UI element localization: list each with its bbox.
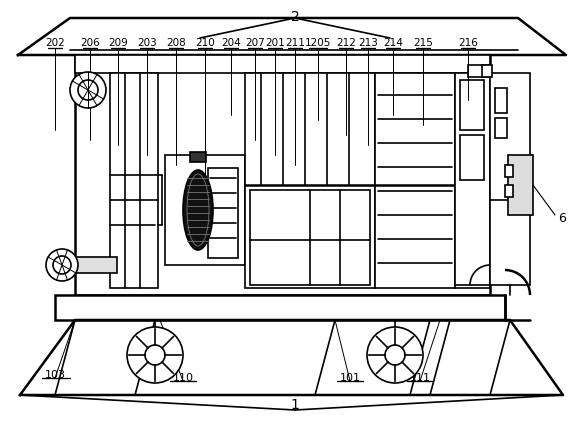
Bar xyxy=(490,73,530,203)
Text: 212: 212 xyxy=(336,38,356,48)
Bar xyxy=(208,168,238,258)
Bar xyxy=(460,80,484,130)
Text: 6: 6 xyxy=(558,211,566,224)
Bar xyxy=(75,55,490,295)
Polygon shape xyxy=(18,18,566,55)
Circle shape xyxy=(53,256,71,274)
Text: 110: 110 xyxy=(172,373,193,383)
Bar xyxy=(55,295,505,320)
Text: 203: 203 xyxy=(137,38,157,48)
Text: 202: 202 xyxy=(45,38,65,48)
Polygon shape xyxy=(315,320,430,395)
Text: 216: 216 xyxy=(458,38,478,48)
Text: 208: 208 xyxy=(166,38,186,48)
Text: 209: 209 xyxy=(108,38,128,48)
Bar xyxy=(482,65,492,77)
Text: 111: 111 xyxy=(409,373,430,383)
Bar xyxy=(495,118,507,138)
Bar xyxy=(245,73,375,288)
Text: 207: 207 xyxy=(245,38,265,48)
Polygon shape xyxy=(20,320,563,395)
Text: 101: 101 xyxy=(339,373,360,383)
Text: 1205: 1205 xyxy=(305,38,331,48)
Text: 211: 211 xyxy=(285,38,305,48)
Text: 215: 215 xyxy=(413,38,433,48)
Text: 213: 213 xyxy=(358,38,378,48)
Bar xyxy=(110,73,158,288)
Circle shape xyxy=(70,72,106,108)
Text: 103: 103 xyxy=(44,370,65,380)
Bar xyxy=(190,152,206,162)
Circle shape xyxy=(145,345,165,365)
Text: 214: 214 xyxy=(383,38,403,48)
Bar xyxy=(468,65,488,77)
Text: 2: 2 xyxy=(291,10,300,24)
Circle shape xyxy=(385,345,405,365)
Bar xyxy=(508,155,533,215)
Circle shape xyxy=(127,327,183,383)
Bar xyxy=(495,88,507,113)
Bar xyxy=(455,73,490,288)
Circle shape xyxy=(78,80,98,100)
Bar xyxy=(250,190,370,285)
Bar xyxy=(375,73,455,288)
Bar xyxy=(75,55,490,73)
Bar xyxy=(62,257,117,273)
Text: 204: 204 xyxy=(221,38,241,48)
Bar xyxy=(490,200,530,285)
Bar xyxy=(165,155,245,265)
Polygon shape xyxy=(55,320,155,395)
Bar xyxy=(460,135,484,180)
Circle shape xyxy=(367,327,423,383)
Text: 206: 206 xyxy=(80,38,100,48)
Text: 1: 1 xyxy=(291,398,300,412)
Bar xyxy=(505,185,513,197)
Polygon shape xyxy=(430,320,510,395)
Ellipse shape xyxy=(183,170,213,250)
Circle shape xyxy=(46,249,78,281)
Bar xyxy=(505,165,513,177)
Text: 210: 210 xyxy=(195,38,215,48)
Text: 201: 201 xyxy=(265,38,285,48)
Ellipse shape xyxy=(187,174,209,246)
